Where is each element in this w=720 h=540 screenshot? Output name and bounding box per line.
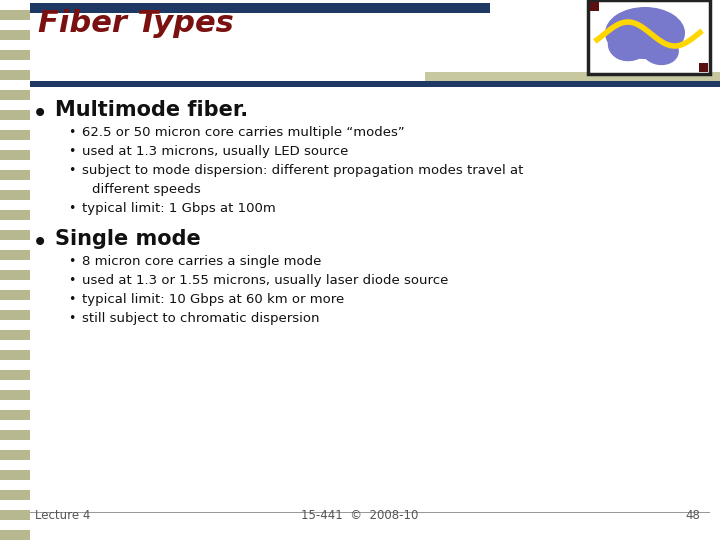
Text: •: • xyxy=(68,145,76,158)
Ellipse shape xyxy=(641,35,679,65)
Bar xyxy=(0,390,30,400)
Bar xyxy=(0,260,30,270)
Text: •: • xyxy=(68,255,76,268)
Text: used at 1.3 microns, usually LED source: used at 1.3 microns, usually LED source xyxy=(82,145,348,158)
Bar xyxy=(0,180,30,190)
Bar xyxy=(0,270,30,280)
Text: Fiber Types: Fiber Types xyxy=(38,9,234,38)
Bar xyxy=(0,70,30,80)
Bar xyxy=(0,40,30,50)
Text: •: • xyxy=(32,229,48,257)
Text: •: • xyxy=(68,293,76,306)
Bar xyxy=(0,330,30,340)
Text: •: • xyxy=(68,312,76,325)
Bar xyxy=(588,0,710,74)
Bar xyxy=(30,81,720,87)
Bar xyxy=(0,430,30,440)
Bar xyxy=(0,380,30,390)
Text: different speeds: different speeds xyxy=(92,183,201,196)
Bar xyxy=(0,150,30,160)
Text: 8 micron core carries a single mode: 8 micron core carries a single mode xyxy=(82,255,321,268)
Bar xyxy=(0,310,30,320)
Bar xyxy=(0,220,30,230)
Bar xyxy=(0,290,30,300)
Bar xyxy=(0,490,30,500)
Text: 62.5 or 50 micron core carries multiple “modes”: 62.5 or 50 micron core carries multiple … xyxy=(82,126,405,139)
Text: •: • xyxy=(68,202,76,215)
Text: still subject to chromatic dispersion: still subject to chromatic dispersion xyxy=(82,312,320,325)
Bar xyxy=(0,90,30,100)
Bar xyxy=(0,230,30,240)
Bar xyxy=(30,512,710,513)
Bar xyxy=(0,470,30,480)
Bar xyxy=(0,250,30,260)
Text: Lecture 4: Lecture 4 xyxy=(35,509,91,522)
Text: Single mode: Single mode xyxy=(55,229,201,249)
Bar xyxy=(0,300,30,310)
Bar xyxy=(0,420,30,430)
Bar xyxy=(425,72,720,85)
Bar xyxy=(0,190,30,200)
Bar xyxy=(0,100,30,110)
Bar xyxy=(0,400,30,410)
Bar xyxy=(0,340,30,350)
Bar xyxy=(0,0,30,10)
Bar xyxy=(0,320,30,330)
Text: used at 1.3 or 1.55 microns, usually laser diode source: used at 1.3 or 1.55 microns, usually las… xyxy=(82,274,449,287)
Bar xyxy=(0,360,30,370)
Bar xyxy=(590,2,599,11)
Bar xyxy=(0,140,30,150)
Bar xyxy=(0,30,30,40)
Text: •: • xyxy=(32,100,48,128)
Bar xyxy=(0,240,30,250)
Bar xyxy=(0,520,30,530)
Bar xyxy=(0,200,30,210)
Ellipse shape xyxy=(608,23,652,61)
Bar xyxy=(0,440,30,450)
Bar xyxy=(0,410,30,420)
Text: •: • xyxy=(68,126,76,139)
Text: •: • xyxy=(68,274,76,287)
Bar xyxy=(0,280,30,290)
Bar xyxy=(0,60,30,70)
Bar xyxy=(0,480,30,490)
Text: 15-441  ©  2008-10: 15-441 © 2008-10 xyxy=(301,509,419,522)
Bar xyxy=(0,130,30,140)
Ellipse shape xyxy=(605,7,685,59)
Bar xyxy=(699,63,708,72)
Bar xyxy=(0,20,30,30)
Bar xyxy=(0,530,30,540)
Bar xyxy=(0,170,30,180)
Bar xyxy=(0,500,30,510)
Text: •: • xyxy=(68,164,76,177)
Text: 48: 48 xyxy=(685,509,700,522)
Bar xyxy=(0,160,30,170)
Text: typical limit: 1 Gbps at 100m: typical limit: 1 Gbps at 100m xyxy=(82,202,276,215)
Text: subject to mode dispersion: different propagation modes travel at: subject to mode dispersion: different pr… xyxy=(82,164,523,177)
Bar xyxy=(0,460,30,470)
Bar xyxy=(0,510,30,520)
Bar xyxy=(0,80,30,90)
Bar xyxy=(0,210,30,220)
Bar xyxy=(0,120,30,130)
Bar xyxy=(0,110,30,120)
Text: typical limit: 10 Gbps at 60 km or more: typical limit: 10 Gbps at 60 km or more xyxy=(82,293,344,306)
Bar xyxy=(0,350,30,360)
Bar xyxy=(0,10,30,20)
Bar xyxy=(0,450,30,460)
Bar xyxy=(0,370,30,380)
Bar xyxy=(0,50,30,60)
Text: Multimode fiber.: Multimode fiber. xyxy=(55,100,248,120)
Bar xyxy=(30,3,490,13)
